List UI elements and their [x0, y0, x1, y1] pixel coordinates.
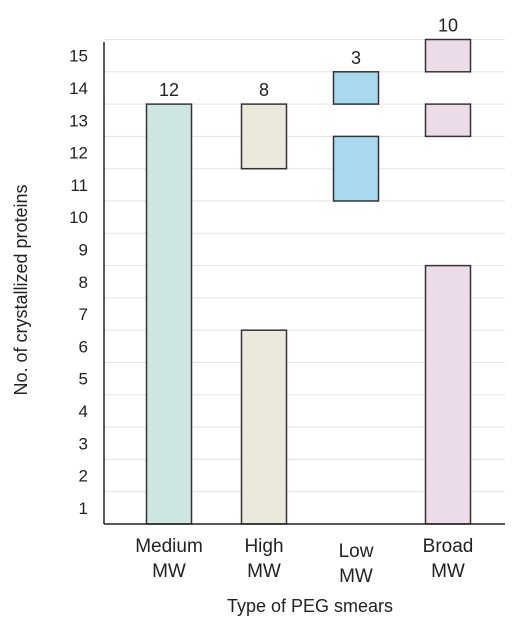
- y-tick-label-9: 9: [79, 240, 88, 259]
- category-label-1-0: High: [244, 536, 283, 557]
- category-label-2-1: MW: [339, 566, 373, 587]
- bar-segment-3-0: [424, 264, 472, 525]
- category-label-2-0: Low: [339, 541, 374, 562]
- bar-segment-2-0: [332, 135, 380, 202]
- y-tick-label-2: 2: [79, 467, 88, 486]
- bar-segment-2-1: [332, 71, 380, 105]
- y-tick-label-15: 15: [69, 47, 88, 66]
- category-label-0-0: Medium: [135, 536, 203, 557]
- y-tick-label-4: 4: [79, 402, 88, 421]
- bar-segment-3-2: [424, 38, 472, 73]
- y-tick-label-13: 13: [69, 111, 88, 130]
- bar-segment-1-0: [240, 329, 288, 525]
- bar-value-label-1: 8: [259, 80, 269, 100]
- y-tick-label-3: 3: [79, 434, 88, 453]
- bar-segment-0-0: [145, 103, 193, 525]
- bar-segment-1-1: [240, 103, 288, 170]
- bar-value-labels: 12 8 3 10: [159, 16, 458, 101]
- y-tick-label-12: 12: [69, 144, 88, 163]
- bars: [145, 38, 472, 525]
- category-label-1-1: MW: [247, 561, 281, 582]
- x-category-labels: Medium MW High MW Low MW Broad MW: [135, 536, 473, 587]
- y-tick-label-1: 1: [79, 499, 88, 518]
- y-tick-label-8: 8: [79, 273, 88, 292]
- bar-segment-3-1: [424, 103, 472, 138]
- category-label-0-1: MW: [152, 561, 186, 582]
- y-tick-label-6: 6: [79, 337, 88, 356]
- y-tick-label-10: 10: [69, 208, 88, 227]
- bar-value-label-2: 3: [351, 48, 361, 68]
- y-tick-label-11: 11: [70, 176, 88, 195]
- y-axis-title: No. of crystallized proteins: [11, 184, 31, 395]
- category-label-3-0: Broad: [423, 536, 474, 557]
- x-axis-title: Type of PEG smears: [227, 596, 393, 616]
- bar-value-label-3: 10: [438, 16, 458, 36]
- bar-value-label-0: 12: [159, 80, 179, 100]
- y-tick-label-14: 14: [69, 79, 88, 98]
- y-tick-label-5: 5: [79, 370, 88, 389]
- y-tick-label-7: 7: [79, 305, 88, 324]
- category-label-3-1: MW: [431, 561, 465, 582]
